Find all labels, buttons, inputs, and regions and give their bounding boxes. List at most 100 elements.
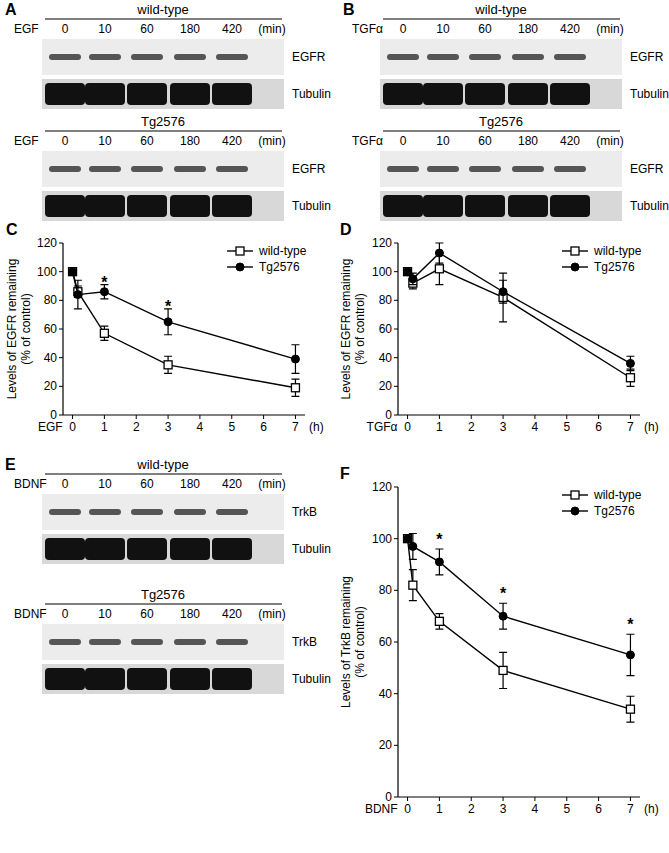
panel-letter: F (340, 465, 350, 482)
error-bar (100, 326, 108, 340)
marker (435, 617, 443, 625)
group-rule (45, 131, 282, 132)
marker (499, 666, 507, 674)
y-axis-label: Levels of EGFR remaining (5, 259, 19, 400)
plot-area (69, 268, 300, 397)
series-line (73, 272, 296, 359)
y-tick (59, 329, 63, 330)
marker (236, 263, 244, 271)
y-tick-label: 100 (372, 265, 392, 279)
band (131, 639, 163, 645)
marker (571, 491, 579, 499)
x-tick-label: 1 (101, 420, 108, 434)
x-tick-label: 2 (468, 420, 475, 434)
chart: F02040608010012001234567BDNF(h)Levels of… (339, 465, 659, 816)
y-tick (394, 487, 398, 488)
blot-strip (42, 624, 284, 660)
x-tick (72, 415, 73, 419)
x-tick-label: 4 (197, 420, 204, 434)
row-label: TrkB (292, 505, 317, 519)
y-tick (59, 357, 63, 358)
annotation: * (165, 298, 172, 315)
band (212, 668, 252, 690)
time-unit: (min) (596, 22, 623, 36)
x-tick-label: 6 (260, 420, 267, 434)
band (174, 54, 206, 60)
x-axis-label: BDNF (365, 802, 398, 816)
plot-area (404, 534, 635, 723)
marker (626, 359, 634, 367)
error-bar (291, 345, 299, 374)
group-title: Tg2576 (141, 587, 185, 602)
time-label: 0 (62, 22, 69, 36)
y-tick (59, 300, 63, 301)
band (423, 195, 463, 217)
legend-label: Tg2576 (259, 260, 300, 274)
x-tick-label: 3 (165, 420, 172, 434)
y-tick (394, 386, 398, 387)
time-label: 0 (400, 22, 407, 36)
blot-strip (42, 151, 284, 187)
time-label: 180 (518, 134, 538, 148)
x-tick-label: 5 (228, 420, 235, 434)
band (89, 54, 121, 60)
row-label: Tubulin (630, 199, 669, 213)
y-tick (59, 243, 63, 244)
x-tick (471, 415, 472, 419)
panel-letter: B (343, 1, 355, 18)
chart: C02040608010012001234567EGF(h)Levels of … (5, 221, 324, 434)
band (127, 668, 167, 690)
band (387, 54, 419, 60)
band (216, 509, 248, 515)
band (85, 668, 125, 690)
row-label: Tubulin (292, 87, 331, 101)
marker (291, 384, 299, 392)
time-label: 180 (180, 134, 200, 148)
error-bar (499, 280, 507, 303)
x-axis-label: EGF (38, 420, 63, 434)
y-axis-label: Levels of EGFR remaining (339, 259, 353, 400)
y-tick-label: 60 (44, 322, 58, 336)
band (127, 195, 167, 217)
band (45, 668, 85, 690)
time-label: 60 (478, 134, 492, 148)
band (174, 509, 206, 515)
group-rule (45, 604, 282, 605)
row-label: Tubulin (292, 542, 331, 556)
y-tick-label: 120 (37, 236, 57, 250)
band (387, 166, 419, 172)
band (85, 538, 125, 560)
x-tick (231, 415, 232, 419)
x-tick (439, 797, 440, 801)
legend: wild-typeTg2576 (562, 244, 642, 274)
x-tick (199, 415, 200, 419)
error-bar (499, 603, 507, 629)
marker (404, 535, 412, 543)
x-axis-label: TGFα (367, 420, 398, 434)
marker (69, 268, 77, 276)
band (512, 166, 544, 172)
y-tick (59, 386, 63, 387)
x-tick-label: 3 (500, 802, 507, 816)
band (174, 639, 206, 645)
y-tick (59, 271, 63, 272)
treatment: BDNF (14, 607, 47, 621)
x-tick (598, 797, 599, 801)
legend-label: wild-type (258, 244, 307, 258)
band (45, 83, 85, 105)
band (45, 538, 85, 560)
treatment: BDNF (14, 477, 47, 491)
band (383, 195, 423, 217)
marker (404, 268, 412, 276)
band (131, 166, 163, 172)
band (170, 668, 210, 690)
row-label: EGFR (292, 50, 326, 64)
y-tick-label: 60 (379, 322, 393, 336)
x-axis (398, 414, 640, 415)
row-label: Tubulin (292, 199, 331, 213)
error-bar (435, 549, 443, 575)
marker (409, 581, 417, 589)
time-label: 10 (98, 607, 112, 621)
blot-strip (380, 79, 622, 109)
y-tick (394, 243, 398, 244)
